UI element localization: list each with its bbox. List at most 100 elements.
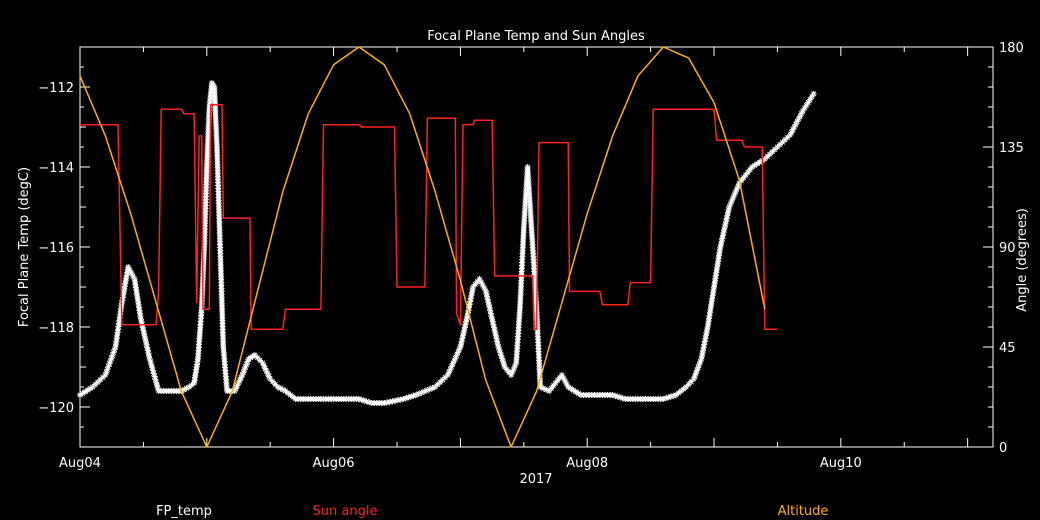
fp-temp-point <box>482 288 489 294</box>
fp-temp-point <box>267 376 274 382</box>
fp-temp-point <box>363 398 370 405</box>
fp-temp-point <box>110 349 117 356</box>
fp-temp-point <box>397 396 404 403</box>
fp-temp-point <box>782 136 789 143</box>
fp-temp-point <box>510 366 517 372</box>
fp-temp-point <box>691 373 698 380</box>
fp-temp-point <box>146 353 153 360</box>
fp-temp-point <box>704 326 711 333</box>
fp-temp-point <box>483 290 490 297</box>
fp-temp-point <box>744 169 751 176</box>
fp-temp-point <box>803 102 810 109</box>
fp-temp-point <box>147 358 154 365</box>
fp-temp-point <box>488 313 495 320</box>
fp-temp-point <box>474 278 481 285</box>
fp-temp-point <box>506 369 513 376</box>
fp-temp-point <box>725 206 732 213</box>
fp-temp-point <box>494 341 501 348</box>
fp-temp-point <box>771 146 778 153</box>
fp-temp-point <box>260 362 267 369</box>
fp-temp-point <box>129 273 136 279</box>
fp-temp-point <box>394 397 401 404</box>
fp-temp-point <box>799 108 806 114</box>
fp-temp-point <box>503 366 510 373</box>
fp-temp-point <box>241 366 248 373</box>
fp-temp-point <box>662 395 669 402</box>
fp-temp-point <box>697 358 704 365</box>
fp-temp-point <box>769 148 776 155</box>
y-right-tick-label: 0 <box>999 441 1007 456</box>
fp-temp-point <box>242 364 249 370</box>
fp-temp-point <box>421 388 428 395</box>
fp-temp-point <box>698 353 705 360</box>
axis-ticks: Aug04 Aug06 Aug08 Aug10 −120 −118 −116 −114 −112… <box>38 41 1024 471</box>
fp-temp-point <box>470 284 477 290</box>
fp-temp-point <box>560 375 567 381</box>
fp-temp-point <box>481 285 488 291</box>
fp-temp-point <box>484 293 491 300</box>
fp-temp-point <box>702 335 709 342</box>
fp-temp-point <box>254 354 261 361</box>
fp-temp-point <box>572 388 579 395</box>
fp-temp-point <box>494 338 501 345</box>
fp-temp-point <box>239 372 246 378</box>
fp-temp-point <box>558 372 565 378</box>
fp-temp-point <box>563 381 570 387</box>
fp-temp-point <box>407 393 414 400</box>
fp-temp-point <box>153 379 160 386</box>
fp-temp-point <box>402 395 409 402</box>
fp-temp-point <box>457 344 464 350</box>
fp-temp-point <box>508 372 515 378</box>
fp-temp-point <box>462 321 469 328</box>
x-tick-label: Aug08 <box>566 456 608 471</box>
fp-temp-point <box>692 370 699 377</box>
fp-temp-point <box>694 367 700 374</box>
fp-temp-point <box>103 369 110 376</box>
fp-temp-point <box>442 374 449 381</box>
fp-temp-point <box>358 396 365 403</box>
fp-temp-point <box>463 318 470 325</box>
fp-temp-point <box>94 379 101 386</box>
fp-temp-point <box>680 386 687 392</box>
fp-temp-point <box>355 396 362 402</box>
fp-temp-point <box>489 318 496 325</box>
y-left-tick-label: −116 <box>38 241 74 256</box>
fp-temp-point <box>700 344 707 351</box>
fp-temp-point <box>467 298 474 305</box>
fp-temp-point <box>389 398 396 405</box>
fp-temp-point <box>723 215 730 222</box>
fp-temp-point <box>719 235 726 242</box>
fp-temp-point <box>447 366 454 373</box>
fp-temp-point <box>690 376 697 382</box>
fp-temp-point <box>235 380 242 386</box>
fp-temp-point <box>240 369 247 376</box>
fp-temp-point <box>695 364 702 371</box>
left-y-axis-label: Focal Plane Temp (degC) <box>17 167 32 327</box>
fp-temp-point <box>361 397 368 404</box>
fp-temp-point <box>111 346 118 353</box>
fp-temp-point <box>511 363 518 369</box>
fp-temp-point <box>461 324 468 331</box>
fp-temp-point <box>701 338 708 345</box>
fp-temp-point <box>685 381 692 388</box>
fp-temp-point <box>501 364 508 370</box>
fp-temp-point <box>808 93 815 100</box>
x-tick-label: Aug04 <box>59 456 101 471</box>
y-left-tick-label: −118 <box>38 321 74 336</box>
fp-temp-point <box>284 390 291 396</box>
fp-temp-point <box>265 373 272 380</box>
y-left-tick-label: −114 <box>38 161 74 176</box>
fp-temp-point <box>791 124 798 130</box>
fp-temp-point <box>469 286 476 293</box>
fp-temp-point <box>451 358 458 364</box>
fp-temp-point <box>446 369 453 376</box>
fp-temp-point <box>795 116 802 122</box>
fp-temp-point <box>746 166 753 173</box>
fp-temp-point <box>688 378 695 385</box>
fp-temp-point <box>467 295 474 302</box>
fp-temp-point <box>738 177 745 184</box>
fp-temp-point <box>612 392 619 399</box>
fp-temp-point <box>486 304 493 311</box>
fp-temp-point <box>452 355 459 362</box>
fp-temp-point <box>784 134 791 141</box>
